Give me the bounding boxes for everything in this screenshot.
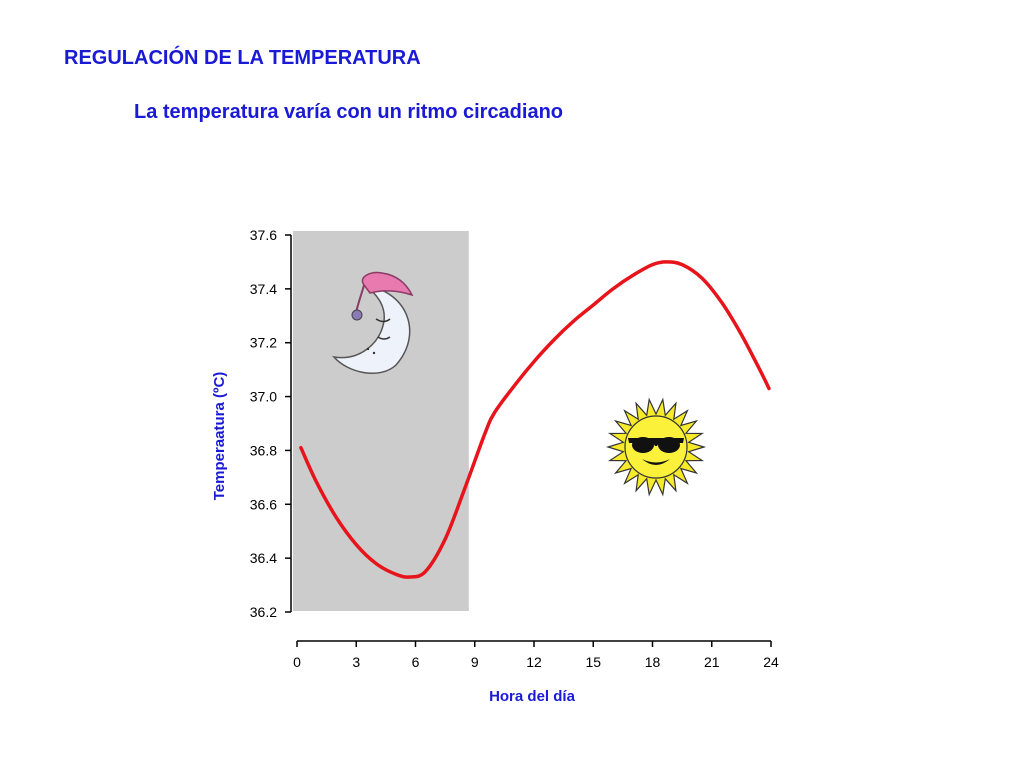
x-tick-label: 24 (763, 654, 779, 670)
x-tick-label: 18 (645, 654, 661, 670)
y-tick-label: 36.4 (250, 550, 277, 566)
x-tick-label: 12 (526, 654, 542, 670)
sleeping-moon-icon (332, 271, 414, 374)
y-tick-label: 37.2 (250, 335, 277, 351)
y-tick-label: 37.0 (250, 389, 277, 405)
y-tick-label: 36.2 (250, 604, 277, 620)
y-tick-label: 36.8 (250, 442, 277, 458)
x-axis: 0 3 6 9 12 15 18 21 24 (293, 640, 779, 670)
slide-subtitle: La temperatura varía con un ritmo circad… (134, 101, 564, 123)
x-axis-title: Hora del día (489, 688, 576, 705)
x-tick-label: 9 (471, 654, 479, 670)
x-tick-label: 3 (352, 654, 360, 670)
y-axis: 37.6 37.4 37.2 37.0 36.8 36.6 36.4 36.2 (250, 227, 292, 620)
y-axis-title: Temperaatura (ºC) (211, 372, 228, 501)
temperature-curve (299, 260, 771, 579)
y-tick-label: 37.4 (250, 281, 277, 297)
sun-with-sunglasses-icon (605, 397, 707, 497)
x-tick-label: 6 (412, 654, 420, 670)
slide-title: REGULACIÓN DE LA TEMPERATURA (64, 47, 421, 69)
x-tick-label: 21 (704, 654, 720, 670)
y-tick-label: 37.6 (250, 227, 277, 243)
y-tick-label: 36.6 (250, 496, 277, 512)
x-tick-label: 15 (585, 654, 601, 670)
x-tick-label: 0 (293, 654, 301, 670)
